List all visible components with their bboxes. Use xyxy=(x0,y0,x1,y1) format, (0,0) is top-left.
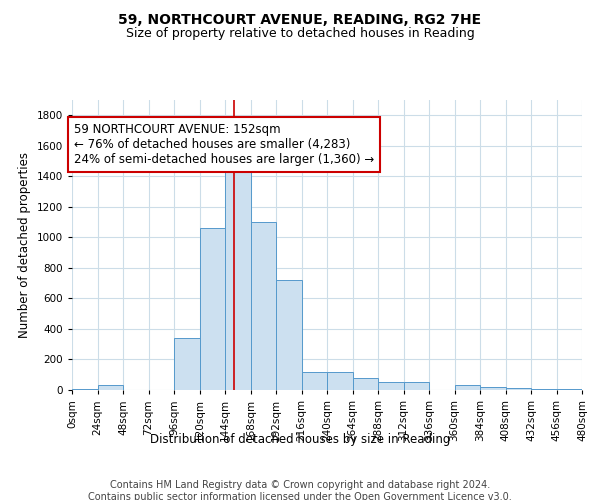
Text: Contains HM Land Registry data © Crown copyright and database right 2024.
Contai: Contains HM Land Registry data © Crown c… xyxy=(88,480,512,500)
Bar xyxy=(276,280,302,390)
Text: Size of property relative to detached houses in Reading: Size of property relative to detached ho… xyxy=(125,28,475,40)
Bar xyxy=(302,372,327,390)
Text: Distribution of detached houses by size in Reading: Distribution of detached houses by size … xyxy=(150,432,450,446)
Text: 59, NORTHCOURT AVENUE, READING, RG2 7HE: 59, NORTHCOURT AVENUE, READING, RG2 7HE xyxy=(118,12,482,26)
Bar xyxy=(505,388,531,390)
Bar xyxy=(251,222,276,390)
Bar xyxy=(531,389,557,390)
Bar xyxy=(97,386,123,390)
Bar xyxy=(378,382,404,390)
Bar xyxy=(455,386,480,390)
Bar xyxy=(174,338,199,390)
Bar xyxy=(72,389,97,390)
Y-axis label: Number of detached properties: Number of detached properties xyxy=(18,152,31,338)
Bar xyxy=(353,378,378,390)
Text: 59 NORTHCOURT AVENUE: 152sqm
← 76% of detached houses are smaller (4,283)
24% of: 59 NORTHCOURT AVENUE: 152sqm ← 76% of de… xyxy=(74,123,374,166)
Bar xyxy=(199,228,225,390)
Bar xyxy=(225,166,251,390)
Bar xyxy=(557,389,582,390)
Bar xyxy=(480,387,505,390)
Bar xyxy=(404,382,429,390)
Bar xyxy=(327,372,353,390)
